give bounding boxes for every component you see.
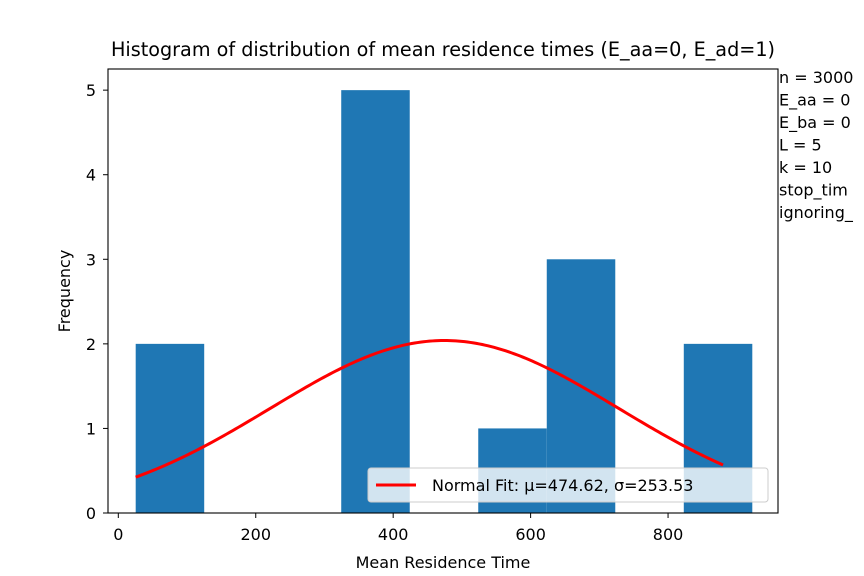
x-tick-label: 0 [113, 525, 123, 544]
annotation-line: E_ba = 0 [779, 113, 851, 133]
x-tick-label: 200 [240, 525, 271, 544]
y-tick-label: 2 [86, 335, 96, 354]
y-axis-label: Frequency [55, 250, 74, 333]
y-tick-label: 4 [86, 166, 96, 185]
x-tick-label: 800 [653, 525, 684, 544]
annotation-line: k = 10 [779, 158, 832, 177]
legend-box [367, 467, 769, 503]
parameter-annotations: n = 3000 E_aa = 0E_ba = 0 L = 5 k = 10 stop_… [779, 68, 854, 223]
histogram-bar-0 [135, 343, 205, 513]
x-axis-ticks: 0 200 400 600 800 [113, 513, 683, 544]
x-tick-label: 400 [378, 525, 409, 544]
normal-fit-curve [135, 339, 724, 479]
annotation-line: L = 5 [779, 136, 822, 155]
y-tick-label: 1 [86, 419, 96, 438]
fit-layer [135, 339, 724, 479]
y-tick-label: 0 [86, 504, 96, 523]
annotation-line: stop_tim [779, 181, 848, 201]
y-tick-label: 3 [86, 250, 96, 269]
histogram-bar-3 [341, 90, 410, 514]
y-tick-label: 5 [86, 81, 96, 100]
chart-title: Histogram of distribution of mean reside… [111, 38, 775, 61]
legend-label: Normal Fit: μ=474.62, σ=253.53 [432, 476, 693, 495]
plot-frame [107, 68, 779, 514]
annotation-line: n = 3000 [779, 68, 853, 87]
annotation-line: ignoring_ [779, 203, 854, 223]
x-axis-label: Mean Residence Time [356, 553, 531, 572]
y-axis-ticks: 0 1 2 3 4 5 [86, 81, 108, 523]
bars-layer [135, 90, 753, 514]
legend: Normal Fit: μ=474.62, σ=253.53 [367, 467, 769, 503]
annotation-line: E_aa = 0 [779, 91, 850, 111]
x-tick-label: 600 [515, 525, 546, 544]
